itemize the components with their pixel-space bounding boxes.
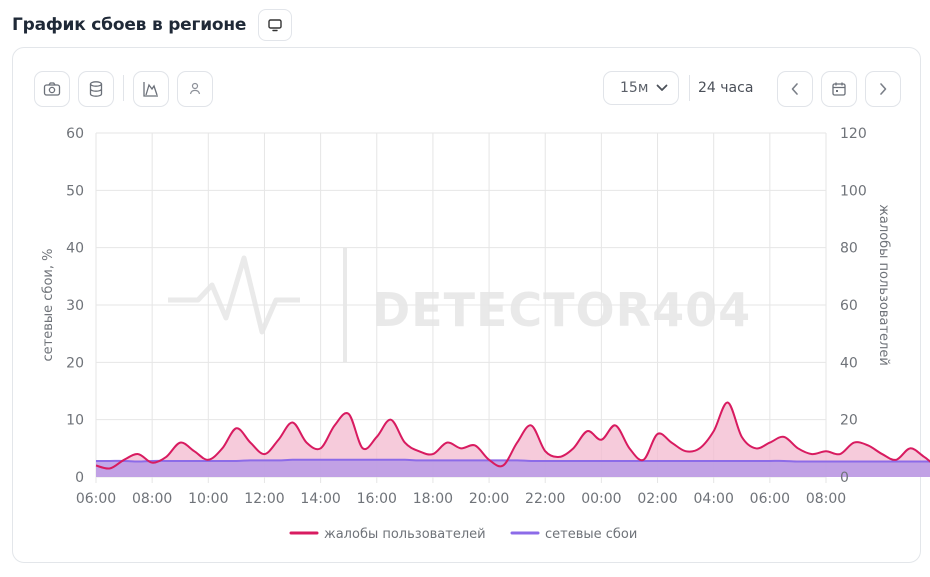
y-right-tick-label: 100 bbox=[840, 183, 867, 199]
screenshot-button[interactable] bbox=[34, 71, 70, 107]
y-right-tick-label: 60 bbox=[840, 298, 858, 314]
y-right-tick-label: 80 bbox=[840, 241, 858, 257]
x-tick-label: 04:00 bbox=[694, 491, 734, 507]
watermark-pulse-icon bbox=[168, 255, 300, 335]
y-left-tick-label: 20 bbox=[66, 355, 84, 371]
x-tick-label: 12:00 bbox=[244, 491, 284, 507]
x-tick-label: 06:00 bbox=[76, 491, 116, 507]
x-tick-label: 08:00 bbox=[132, 491, 172, 507]
area-chart-icon bbox=[143, 82, 158, 97]
y-left-axis-title: сетевые сбои, % bbox=[41, 249, 56, 362]
complaints-line bbox=[95, 401, 930, 470]
y-left-tick-label: 50 bbox=[66, 183, 84, 199]
y-left-tick-label: 10 bbox=[66, 413, 84, 429]
chart-legend: жалобы пользователей сетевые сбои bbox=[289, 527, 637, 542]
outages-line bbox=[96, 458, 930, 463]
previous-period-button[interactable] bbox=[777, 71, 813, 107]
y-left-tick-label: 60 bbox=[66, 126, 84, 142]
interval-select[interactable]: 15м bbox=[603, 71, 679, 105]
range-label: 24 часа bbox=[698, 80, 754, 96]
camera-icon bbox=[43, 82, 61, 96]
legend-label: жалобы пользователей bbox=[324, 527, 486, 542]
x-tick-label: 08:00 bbox=[806, 491, 846, 507]
x-tick-label: 10:00 bbox=[188, 491, 228, 507]
database-icon bbox=[89, 81, 103, 97]
y-right-tick-label: 0 bbox=[840, 470, 849, 486]
toolbar-separator bbox=[689, 75, 690, 101]
user-view-button[interactable] bbox=[177, 71, 213, 107]
next-period-button[interactable] bbox=[865, 71, 901, 107]
interval-select-value: 15м bbox=[620, 80, 649, 96]
chevron-right-icon bbox=[880, 83, 887, 95]
page-header: График сбоев в регионе bbox=[12, 9, 293, 41]
user-icon bbox=[189, 82, 201, 95]
y-right-tick-label: 40 bbox=[840, 355, 858, 371]
chevron-down-icon bbox=[656, 84, 668, 91]
x-tick-label: 22:00 bbox=[525, 491, 565, 507]
y-right-axis-title: жалобы пользователей bbox=[876, 204, 891, 366]
watermark-text: DETECTOR404 bbox=[372, 283, 751, 337]
chart-series bbox=[95, 401, 930, 477]
y-left-tick-label: 40 bbox=[66, 241, 84, 257]
chart-type-button[interactable] bbox=[133, 71, 169, 107]
page-title: График сбоев в регионе bbox=[12, 15, 247, 35]
chart-axes: 0 0 10 20 20 40 30 60 40 80 50 100 60 120 06:00 08:00 10… bbox=[41, 126, 891, 507]
legend-item-complaints[interactable]: жалобы пользователей bbox=[289, 527, 486, 542]
x-tick-label: 18:00 bbox=[413, 491, 453, 507]
toolbar-separator bbox=[123, 75, 124, 101]
outages-area bbox=[96, 459, 930, 477]
x-tick-label: 06:00 bbox=[750, 491, 790, 507]
monitor-icon bbox=[268, 19, 282, 32]
data-button[interactable] bbox=[78, 71, 114, 107]
x-tick-label: 20:00 bbox=[469, 491, 509, 507]
y-left-tick-label: 0 bbox=[75, 470, 84, 486]
complaints-area bbox=[96, 402, 930, 477]
y-left-tick-label: 30 bbox=[66, 298, 84, 314]
legend-item-outages[interactable]: сетевые сбои bbox=[510, 527, 637, 542]
x-tick-label: 02:00 bbox=[637, 491, 677, 507]
chart-grid bbox=[95, 132, 827, 483]
y-right-tick-label: 20 bbox=[840, 413, 858, 429]
calendar-button[interactable] bbox=[821, 71, 857, 107]
display-mode-button[interactable] bbox=[258, 9, 293, 41]
y-right-tick-label: 120 bbox=[840, 126, 867, 142]
x-tick-label: 14:00 bbox=[300, 491, 340, 507]
legend-label: сетевые сбои bbox=[545, 527, 637, 542]
chevron-left-icon bbox=[791, 83, 798, 95]
x-tick-label: 16:00 bbox=[357, 491, 397, 507]
x-tick-label: 00:00 bbox=[581, 491, 621, 507]
calendar-icon bbox=[832, 82, 846, 96]
